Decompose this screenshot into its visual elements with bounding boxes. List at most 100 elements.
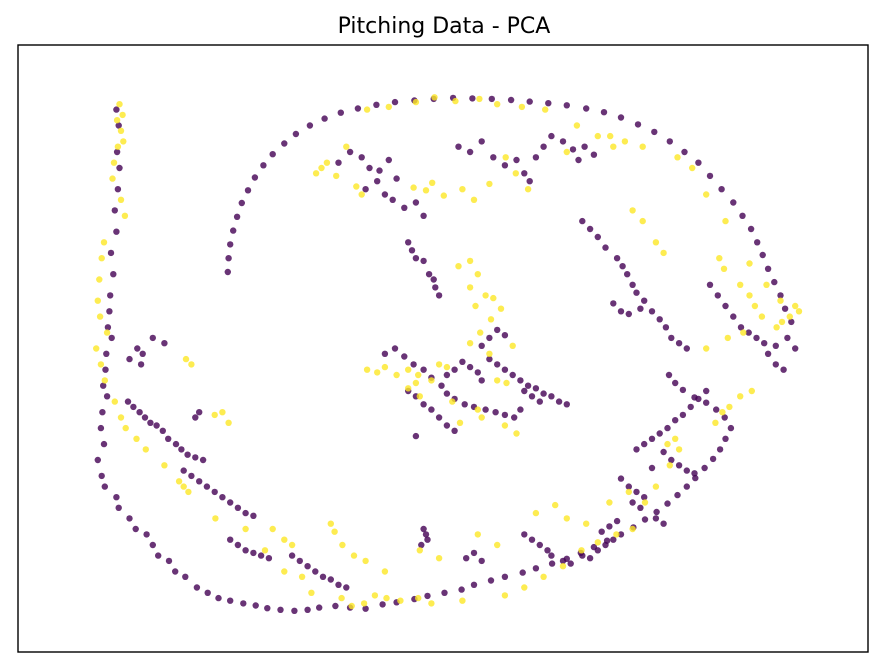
scatter-point-s0-19 [100, 440, 108, 448]
scatter-point-s0-137 [161, 340, 168, 347]
scatter-point-s0-162 [478, 138, 485, 145]
scatter-point-s0-269 [668, 456, 675, 464]
scatter-point-s0-172 [569, 146, 577, 153]
scatter-point-s0-208 [625, 310, 632, 318]
scatter-point-s0-51 [441, 589, 448, 596]
scatter-point-s0-140 [412, 255, 420, 262]
scatter-point-s0-12 [108, 334, 115, 342]
scatter-point-s1-67 [763, 281, 770, 288]
scatter-point-s0-278 [629, 499, 636, 506]
scatter-point-s0-17 [99, 409, 106, 416]
scatter-point-s0-94 [706, 172, 714, 180]
scatter-point-s1-163 [339, 541, 346, 549]
scatter-point-s1-64 [786, 313, 793, 320]
scatter-point-s1-34 [338, 594, 345, 602]
scatter-point-s1-17 [97, 361, 105, 368]
scatter-point-s0-73 [716, 446, 724, 453]
scatter-point-s0-339 [242, 509, 249, 517]
scatter-point-s0-296 [579, 552, 586, 559]
scatter-point-s0-24 [115, 504, 122, 511]
scatter-point-s0-149 [389, 196, 396, 203]
scatter-point-s0-272 [691, 470, 698, 477]
scatter-point-s1-97 [459, 186, 466, 193]
scatter-point-s1-59 [748, 387, 755, 395]
scatter-point-s0-234 [548, 393, 555, 400]
scatter-point-s0-78 [703, 399, 710, 406]
scatter-point-s0-37 [240, 600, 247, 607]
scatter-point-s0-238 [528, 393, 536, 400]
scatter-point-s0-145 [435, 292, 443, 299]
scatter-point-s1-156 [327, 520, 334, 527]
scatter-point-s1-162 [288, 541, 296, 549]
scatter-point-s0-290 [528, 536, 536, 543]
scatter-point-s0-135 [137, 361, 145, 368]
scatter-point-s0-0 [113, 106, 120, 113]
scatter-point-s1-115 [758, 313, 766, 320]
scatter-point-s0-306 [304, 563, 311, 570]
scatter-point-s0-115 [337, 109, 344, 116]
scatter-point-s0-141 [420, 257, 427, 265]
scatter-point-s0-123 [244, 187, 252, 194]
scatter-point-s0-181 [619, 263, 626, 270]
scatter-point-s0-143 [430, 276, 437, 283]
scatter-point-s0-23 [113, 494, 120, 501]
scatter-point-s0-4 [114, 186, 122, 193]
scatter-point-s0-268 [660, 448, 667, 456]
scatter-point-s1-94 [422, 187, 430, 194]
scatter-point-s0-83 [788, 318, 795, 326]
scatter-point-s0-160 [455, 143, 462, 150]
scatter-point-s0-155 [346, 148, 354, 156]
scatter-point-s0-206 [610, 300, 617, 307]
scatter-point-s1-3 [117, 127, 125, 134]
scatter-point-s0-203 [772, 342, 779, 349]
scatter-point-s1-172 [583, 520, 590, 527]
scatter-point-s0-334 [203, 483, 211, 490]
scatter-point-s1-45 [540, 573, 547, 580]
scatter-point-s0-232 [532, 385, 540, 392]
scatter-point-s1-140 [501, 422, 509, 429]
scatter-point-s0-252 [451, 427, 458, 434]
scatter-point-s0-336 [219, 494, 226, 501]
scatter-point-s1-134 [443, 363, 451, 371]
scatter-point-s1-153 [219, 409, 226, 416]
scatter-point-s0-6 [113, 228, 120, 235]
scatter-point-s0-105 [526, 98, 533, 105]
scatter-point-s0-237 [521, 387, 528, 395]
scatter-point-s1-103 [563, 148, 570, 156]
scatter-point-s1-11 [98, 255, 105, 262]
scatter-point-s0-158 [376, 167, 383, 174]
scatter-point-s1-98 [470, 196, 478, 203]
scatter-points [93, 94, 803, 614]
scatter-point-s0-25 [126, 515, 133, 522]
scatter-point-s0-165 [513, 156, 520, 164]
scatter-point-s0-55 [501, 573, 509, 580]
scatter-point-s0-266 [641, 440, 648, 448]
scatter-point-s0-289 [521, 531, 528, 538]
scatter-point-s0-259 [695, 395, 702, 403]
scatter-point-s0-147 [374, 178, 381, 185]
scatter-point-s1-77 [542, 106, 549, 113]
scatter-point-s0-308 [319, 573, 327, 580]
scatter-point-s0-167 [526, 178, 533, 185]
scatter-point-s0-82 [665, 371, 673, 379]
scatter-point-s1-142 [494, 377, 501, 384]
scatter-point-s1-49 [613, 531, 620, 538]
scatter-point-s0-225 [517, 406, 524, 413]
scatter-point-s1-31 [281, 568, 288, 575]
scatter-point-s0-38 [252, 602, 259, 609]
scatter-point-s0-122 [251, 174, 259, 181]
scatter-point-s0-50 [424, 592, 431, 600]
scatter-point-s1-63 [773, 324, 780, 331]
scatter-point-s0-211 [391, 345, 399, 352]
scatter-point-s1-105 [610, 143, 617, 150]
scatter-point-s0-207 [617, 308, 625, 315]
scatter-point-s1-24 [161, 462, 168, 469]
scatter-point-s0-7 [107, 249, 115, 257]
scatter-point-s0-302 [606, 523, 613, 530]
scatter-point-s0-89 [754, 239, 761, 246]
scatter-point-s1-83 [412, 98, 420, 106]
scatter-point-s1-85 [363, 106, 371, 113]
scatter-point-s0-128 [225, 255, 232, 262]
scatter-point-s1-57 [726, 403, 733, 411]
